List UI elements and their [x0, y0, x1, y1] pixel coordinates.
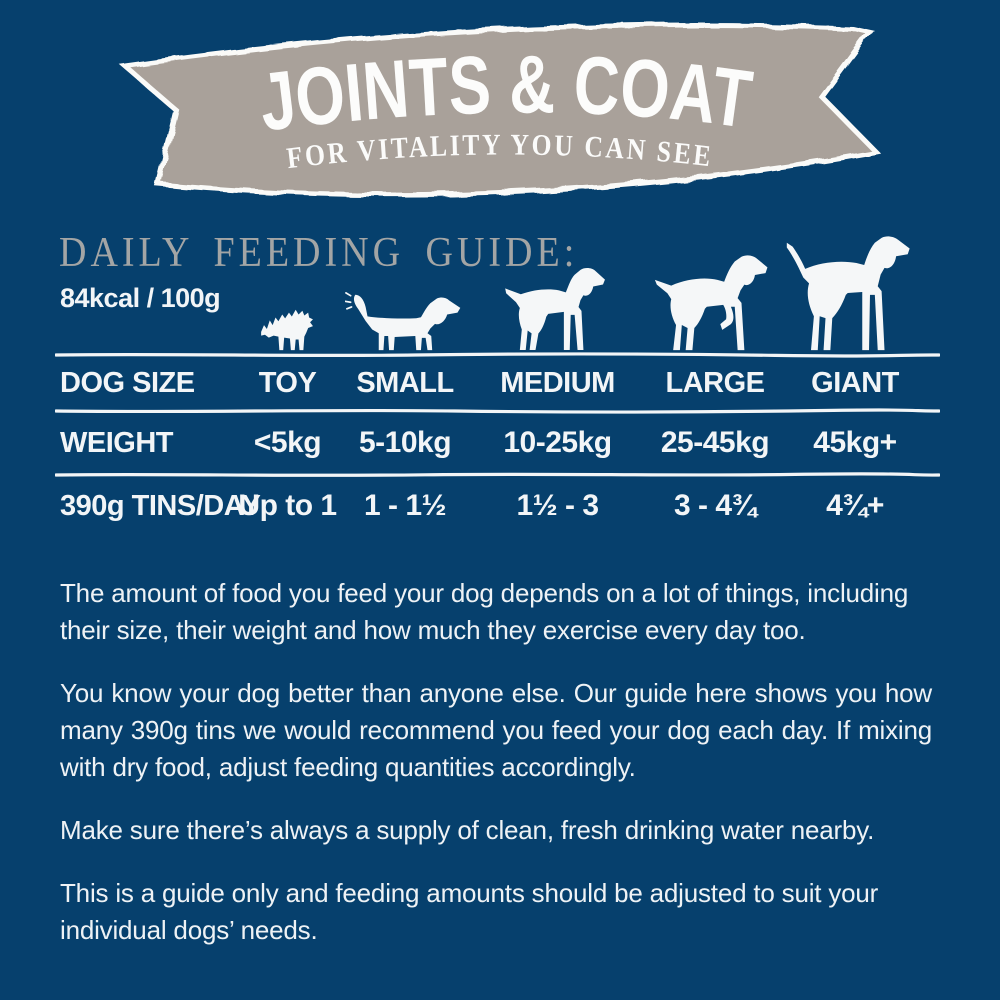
weight-medium: 10-25kg	[503, 426, 612, 459]
table-rule-mid1	[55, 408, 940, 414]
row-label-weight: WEIGHT	[60, 426, 174, 459]
medium-dog-icon	[503, 262, 613, 352]
energy-density-label: 84kcal / 100g	[60, 283, 221, 313]
ribbon-shape	[119, 22, 882, 198]
size-toy: TOY	[258, 366, 317, 399]
size-large: LARGE	[665, 366, 766, 399]
size-small: SMALL	[356, 366, 454, 399]
large-dog-icon	[652, 250, 779, 352]
paragraph-fresh-water: Make sure there’s always a supply of cle…	[60, 815, 875, 845]
tins-giant: 4¾+	[826, 489, 884, 522]
tins-medium: 1½ - 3	[516, 489, 599, 522]
row-label-dog-size: DOG SIZE	[60, 366, 195, 399]
weight-large: 25-45kg	[660, 426, 770, 459]
weight-toy: <5kg	[253, 426, 322, 459]
feeding-table: DOG SIZE TOY SMALL MEDIUM LARGE GIANT WE…	[55, 232, 940, 534]
row-label-tins-per-day: 390g TINS/DAY	[60, 489, 261, 522]
toy-dog-icon	[258, 304, 318, 352]
daily-feeding-guide-heading: DAILY FEEDING GUIDE:	[59, 229, 579, 277]
weight-small: 5-10kg	[358, 426, 452, 459]
tins-large: 3 - 4¾	[673, 489, 757, 522]
table-rule-mid2	[55, 472, 940, 478]
body-copy: The amount of food you feed your dog dep…	[60, 575, 932, 975]
tins-small: 1 - 1½	[363, 489, 447, 522]
paragraph-guide-only: This is a guide only and feeding amounts…	[60, 878, 879, 945]
small-dog-icon	[345, 290, 465, 352]
size-giant: GIANT	[811, 366, 899, 399]
banner-ribbon: JOINTS & COAT FOR VITALITY YOU CAN SEE	[110, 14, 890, 209]
tins-toy: Up to 1	[238, 489, 337, 522]
weight-giant: 45kg+	[813, 426, 897, 459]
table-rule-top	[55, 352, 940, 358]
paragraph-amount-depends: The amount of food you feed your dog dep…	[60, 578, 909, 645]
paragraph-know-your-dog: You know your dog better than anyone els…	[60, 678, 932, 782]
size-medium: MEDIUM	[500, 366, 615, 399]
giant-dog-icon	[780, 234, 930, 352]
banner-ribbon-graphic: JOINTS & COAT FOR VITALITY YOU CAN SEE	[119, 22, 882, 198]
